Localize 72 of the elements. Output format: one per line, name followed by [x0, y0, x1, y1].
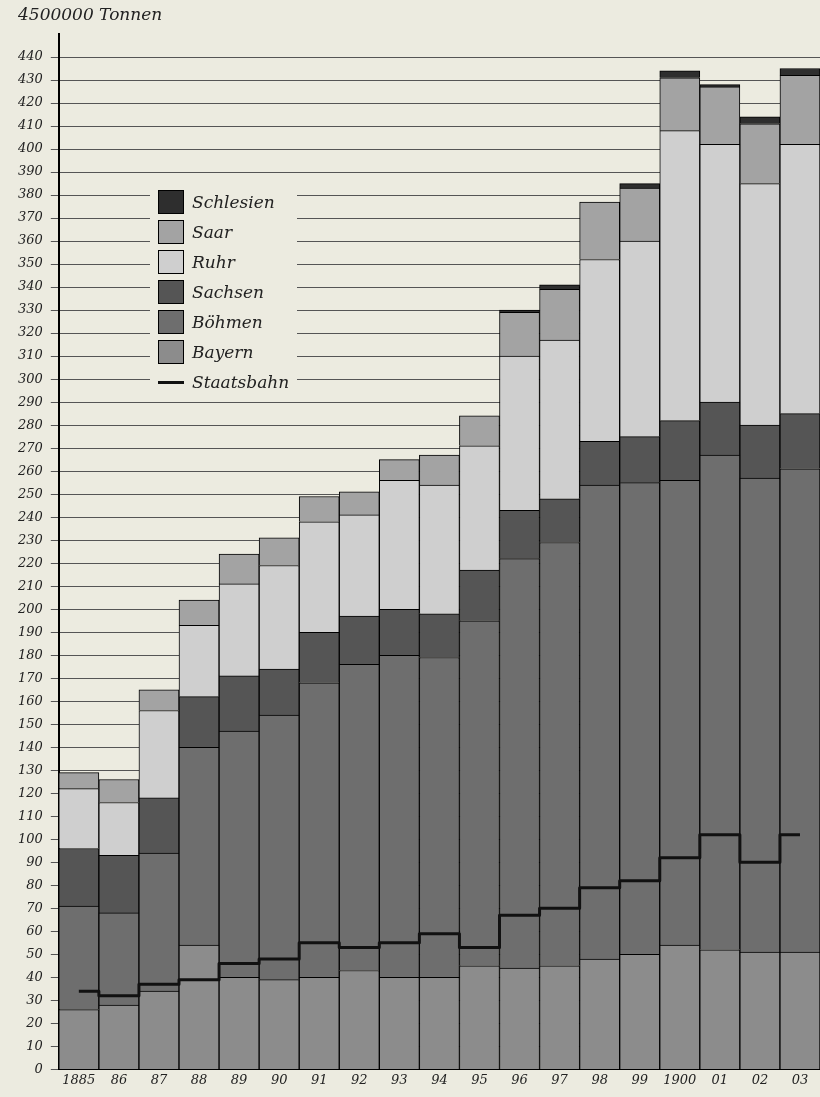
y-tick-label: 170: [17, 669, 43, 685]
y-tick-label: 80: [26, 876, 43, 892]
x-tick-label: 01: [711, 1071, 729, 1087]
y-tick-label: 310: [17, 347, 43, 363]
x-tick-label: 94: [431, 1071, 448, 1087]
x-tick-label: 1885: [62, 1071, 96, 1087]
y-tick-label: 360: [17, 232, 43, 248]
y-tick-label: 20: [25, 1014, 43, 1030]
y-tick-label: 70: [26, 899, 43, 915]
x-tick-label: 02: [751, 1071, 769, 1087]
y-tick-label: 320: [17, 324, 43, 340]
y-tick-label: 180: [17, 646, 43, 662]
x-tick-label: 93: [391, 1071, 408, 1087]
x-tick-label: 91: [310, 1071, 328, 1087]
y-tick-label: 410: [16, 117, 43, 133]
x-tick-label: 97: [551, 1071, 569, 1087]
legend-label: Böhmen: [192, 312, 263, 332]
y-tick-label: 400: [16, 140, 43, 156]
y-tick-label: 160: [17, 692, 43, 708]
y-tick-label: 50: [26, 945, 43, 961]
y-tick-label: 30: [26, 991, 43, 1007]
x-tick-label: 86: [110, 1071, 128, 1087]
y-tick-label: 60: [26, 922, 43, 938]
legend-label: Saar: [192, 222, 233, 242]
y-tick-label: 430: [16, 71, 43, 87]
y-tick-label: 100: [17, 830, 43, 846]
legend-label: Schlesien: [192, 192, 275, 212]
x-tick-label: 89: [230, 1071, 248, 1087]
y-tick-label: 390: [17, 163, 43, 179]
y-tick-label: 440: [16, 48, 43, 64]
x-tick-label: 92: [351, 1071, 368, 1087]
x-tick-label: 96: [511, 1071, 528, 1087]
y-tick-label: 330: [17, 301, 43, 317]
x-tick-label: 03: [791, 1071, 809, 1087]
y-tick-label: 260: [16, 462, 43, 478]
x-tick-label: 87: [150, 1071, 168, 1087]
x-tick-label: 88: [190, 1071, 208, 1087]
y-tick-label: 280: [16, 416, 43, 432]
x-tick-label: 1900: [663, 1071, 697, 1087]
legend-label: Bayern: [192, 342, 254, 362]
y-tick-label: 90: [26, 853, 43, 869]
y-tick-label: 210: [16, 577, 43, 593]
x-tick-label: 98: [591, 1071, 608, 1087]
y-tick-label: 120: [17, 784, 43, 800]
x-tick-label: 95: [471, 1071, 488, 1087]
y-tick-label: 0: [34, 1060, 43, 1076]
y-tick-label: 290: [16, 393, 43, 409]
y-tick-label: 200: [16, 600, 43, 616]
y-tick-label: 220: [16, 554, 43, 570]
y-tick-label: 150: [17, 715, 43, 731]
y-tick-label: 40: [25, 968, 43, 984]
y-tick-label: 110: [17, 807, 43, 823]
y-tick-label: 10: [26, 1037, 43, 1053]
y-tick-label: 370: [17, 209, 43, 225]
y-tick-label: 270: [16, 439, 43, 455]
legend-label: Staatsbahn: [192, 372, 290, 392]
y-tick-label: 300: [17, 370, 43, 386]
y-tick-label: 380: [17, 186, 43, 202]
y-tick-label: 140: [17, 738, 43, 754]
y-axis-title: 4500000 Tonnen: [17, 3, 163, 24]
y-tick-label: 130: [17, 761, 43, 777]
y-tick-label: 240: [16, 508, 43, 524]
x-tick-label: 90: [270, 1071, 288, 1087]
y-tick-label: 250: [16, 485, 43, 501]
legend-label: Ruhr: [192, 252, 235, 272]
y-tick-label: 190: [17, 623, 43, 639]
legend-label: Sachsen: [192, 282, 264, 302]
y-tick-label: 420: [16, 94, 43, 110]
x-tick-label: 99: [631, 1071, 648, 1087]
y-tick-label: 230: [16, 531, 43, 547]
y-tick-label: 350: [17, 255, 43, 271]
y-tick-label: 340: [17, 278, 43, 294]
